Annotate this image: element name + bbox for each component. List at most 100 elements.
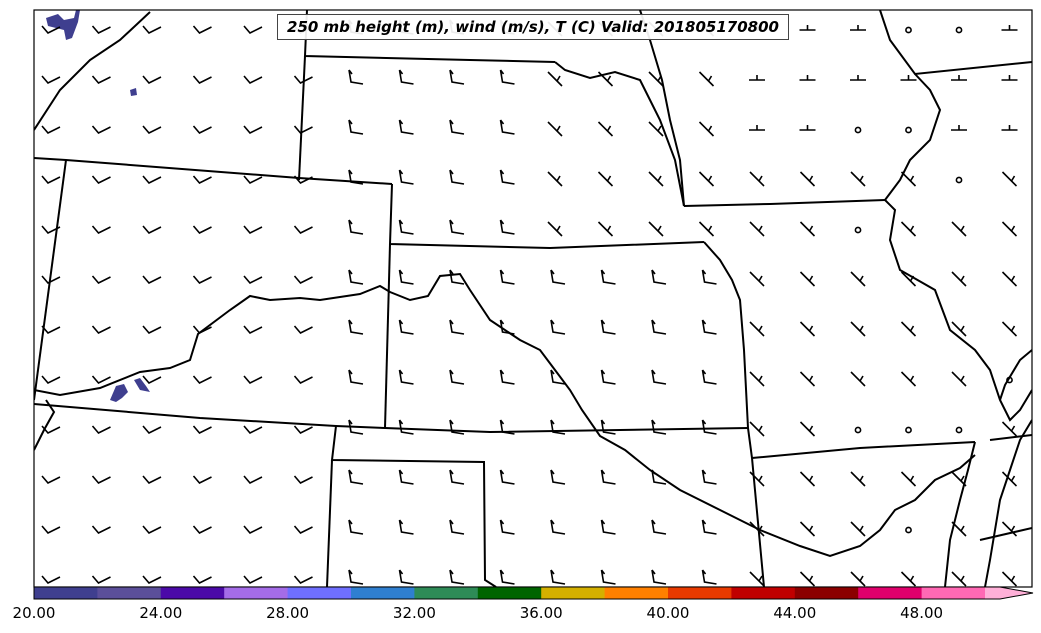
colorbar-segment	[97, 587, 162, 599]
colorbar-segment	[287, 587, 352, 599]
calm-marker	[1006, 376, 1013, 384]
wind-barb	[799, 371, 816, 387]
wind-barb	[1001, 221, 1018, 237]
wind-barb	[398, 469, 414, 485]
wind-barb	[293, 275, 313, 284]
wind-barb	[192, 25, 212, 34]
wind-barb	[192, 125, 212, 134]
wind-barb	[243, 175, 263, 184]
wind-barb	[142, 375, 162, 384]
wind-barb	[651, 369, 667, 385]
wind-barb	[600, 369, 616, 385]
wind-barb	[799, 321, 816, 337]
wind-barb	[243, 75, 263, 84]
colorbar-segment	[160, 587, 225, 599]
wind-barb	[348, 169, 364, 185]
wind-barb	[41, 575, 61, 584]
wind-barb	[597, 221, 614, 237]
wind-barb	[799, 571, 816, 587]
wind-barb	[192, 175, 212, 184]
wind-barb	[600, 419, 616, 435]
wind-barb	[192, 475, 212, 484]
river-missouri	[554, 61, 685, 207]
colorbar-segment	[541, 587, 606, 599]
wind-barb	[243, 125, 263, 134]
wind-barb	[701, 319, 717, 335]
wind-barb	[951, 125, 967, 131]
wind-barb	[1001, 421, 1018, 437]
colorbar-segment	[414, 587, 479, 599]
border-co-nm	[34, 403, 749, 434]
wind-barb	[799, 271, 816, 287]
wind-barb	[799, 471, 816, 487]
colorbar-tick-label: 48.00	[900, 604, 944, 622]
border-ar-top	[751, 441, 976, 459]
wind-barb	[142, 25, 162, 34]
wind-barb	[799, 125, 816, 131]
wind-barb	[293, 325, 313, 334]
wind-barb	[951, 521, 967, 537]
wind-barb	[550, 369, 566, 385]
wind-barb	[850, 75, 866, 81]
wind-barb	[900, 571, 917, 587]
wind-barb	[192, 575, 212, 584]
wind-barb	[499, 69, 515, 85]
wind-barb	[651, 419, 667, 435]
wind-barb	[499, 369, 515, 385]
wind-barb	[41, 225, 61, 234]
colorbar-tick-label: 20.00	[12, 604, 56, 622]
wind-barb	[1001, 125, 1018, 131]
wind-barb	[850, 321, 866, 337]
wind-barb	[951, 471, 967, 487]
wind-barb	[192, 525, 212, 534]
wind-barb	[348, 69, 364, 85]
wind-barb	[293, 525, 313, 534]
wind-barb	[41, 375, 61, 384]
wind-barb	[799, 25, 816, 31]
wind-barb	[293, 225, 313, 234]
colorbar-segment	[985, 587, 1033, 599]
wind-barb	[91, 575, 111, 584]
wind-barb	[951, 75, 967, 81]
calm-marker	[854, 126, 862, 134]
wind-barb	[648, 121, 664, 137]
wind-barb	[850, 471, 866, 487]
wind-barb	[91, 225, 111, 234]
wind-barb	[651, 469, 667, 485]
colorbar	[33, 586, 1034, 600]
wind-barb	[499, 519, 515, 535]
wind-barb	[91, 275, 111, 284]
colorbar-tick-label: 32.00	[392, 604, 436, 622]
wind-barb	[499, 269, 515, 285]
wind-barb	[648, 221, 664, 237]
map-title: 250 mb height (m), wind (m/s), T (C) Val…	[277, 14, 789, 40]
wind-barb	[348, 569, 364, 585]
wind-barb	[597, 171, 614, 187]
wind-barb	[648, 171, 664, 187]
wind-barb	[398, 419, 414, 435]
wind-barb	[850, 371, 866, 387]
wind-barb	[600, 319, 616, 335]
wind-barb	[499, 319, 515, 335]
colorbar-segment	[794, 587, 859, 599]
wind-barb	[398, 169, 414, 185]
wind-barb	[398, 569, 414, 585]
wind-barb	[1001, 271, 1018, 287]
wind-barb	[597, 121, 614, 137]
colorbar-segment	[858, 587, 923, 599]
wind-barb	[142, 575, 162, 584]
wind-barb	[192, 75, 212, 84]
wind-barb	[900, 171, 917, 187]
wind-barb	[499, 569, 515, 585]
colorbar-tick-label: 40.00	[646, 604, 690, 622]
temperature-shading	[46, 10, 150, 402]
wind-barb	[749, 221, 765, 237]
wind-barb	[1001, 25, 1018, 31]
wind-barb	[799, 171, 816, 187]
wind-barb	[41, 125, 61, 134]
wind-barb	[293, 75, 313, 84]
wind-barb	[749, 125, 765, 131]
wind-barb	[550, 419, 566, 435]
wind-barb	[850, 25, 866, 31]
wind-barb	[597, 71, 614, 87]
